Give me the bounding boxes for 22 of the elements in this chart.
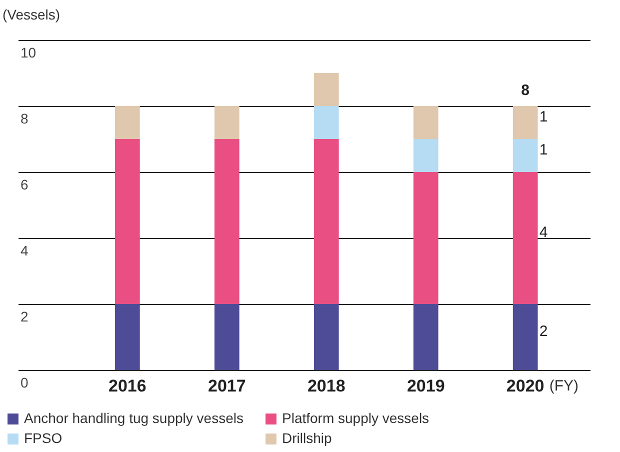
x-tick-label: 2016 bbox=[108, 376, 146, 396]
data-label: 1 bbox=[539, 142, 548, 158]
y-tick-label: 10 bbox=[20, 44, 36, 60]
data-label: 1 bbox=[539, 108, 548, 126]
y-axis-title: (Vessels) bbox=[2, 6, 60, 22]
y-tick-label: 4 bbox=[20, 242, 28, 258]
y-tick-label: 0 bbox=[20, 374, 28, 390]
y-tick-label: 6 bbox=[20, 176, 28, 192]
data-label: 4 bbox=[539, 224, 548, 241]
x-axis-title: (FY) bbox=[549, 378, 578, 394]
y-tick-label: 2 bbox=[20, 308, 28, 324]
legend-label: Platform supply vessels bbox=[282, 410, 430, 426]
legend-label: Anchor handling tug supply vessels bbox=[24, 410, 244, 426]
total-label: 8 bbox=[521, 82, 530, 99]
y-tick-label: 8 bbox=[20, 110, 28, 126]
legend-label: Drillship bbox=[282, 430, 332, 446]
x-tick-label: 2019 bbox=[406, 376, 445, 396]
data-label: 2 bbox=[539, 323, 548, 340]
x-tick-label: 2018 bbox=[307, 376, 346, 396]
x-tick-label: 2020 bbox=[506, 376, 544, 396]
x-tick-label: 2017 bbox=[208, 376, 246, 396]
legend-label: FPSO bbox=[24, 430, 62, 446]
